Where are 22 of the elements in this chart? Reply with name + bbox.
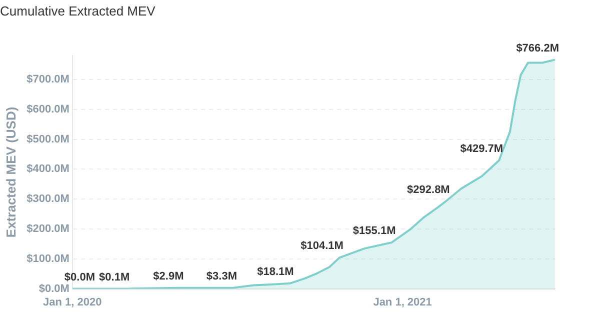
chart-title: Cumulative Extracted MEV [0,3,156,18]
data-label: $104.1M [300,240,344,252]
y-tick-label: $500.0M [26,133,70,146]
y-tick-label: $700.0M [26,74,70,86]
y-tick-label: $300.0M [26,193,70,206]
data-label: $2.9M [153,270,184,282]
y-tick-label: $200.0M [26,223,70,236]
x-tick-label: Jan 1, 2020 [43,296,102,308]
data-label: $766.2M [516,42,559,54]
data-label: $155.1M [352,224,396,237]
data-label: $429.7M [460,142,504,155]
data-label: $3.3M [206,270,237,282]
data-label: $0.1M [99,271,130,284]
y-tick-label: $400.0M [26,163,70,176]
data-label: $0.0M [64,271,95,284]
y-axis-title: Extracted MEV (USD) [3,106,18,238]
data-label: $292.8M [407,184,450,196]
y-tick-label: $0.0M [38,282,70,295]
y-tick-label: $100.0M [26,252,70,265]
y-tick-label: $600.0M [26,103,70,116]
data-label: $18.1M [257,266,294,278]
x-tick-label: Jan 1, 2021 [373,296,432,308]
